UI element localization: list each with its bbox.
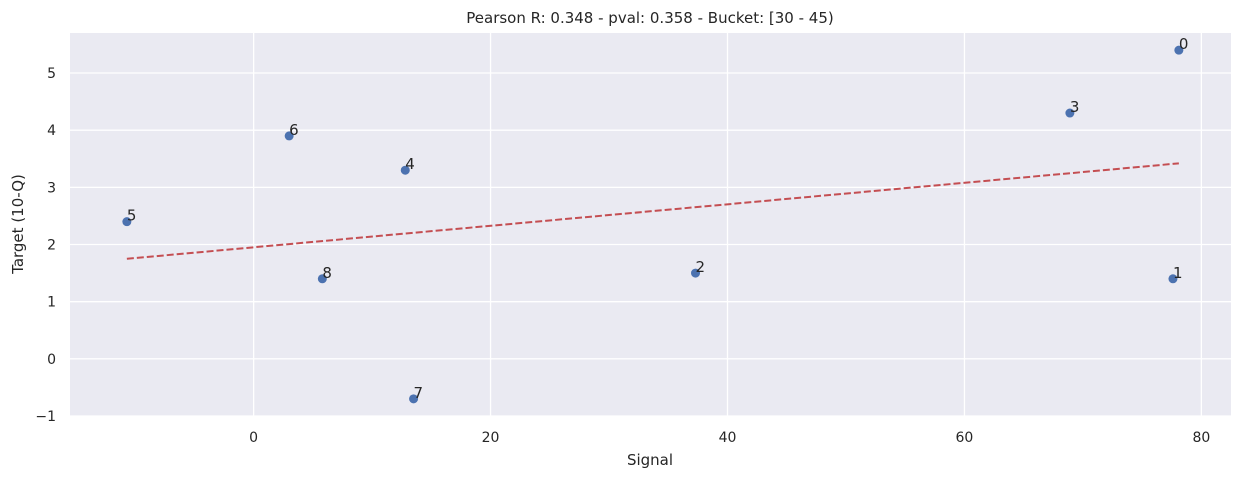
x-tick-label: 0: [249, 430, 258, 446]
point-label: 2: [696, 258, 706, 276]
point-label: 0: [1179, 35, 1189, 53]
data-point: [409, 394, 419, 404]
y-tick-label: 0: [47, 352, 56, 368]
data-point: [284, 131, 294, 141]
y-tick-label: 1: [47, 295, 56, 311]
y-tick-label: −1: [35, 409, 56, 425]
point-label: 3: [1070, 98, 1080, 116]
x-tick-label: 60: [956, 430, 974, 446]
data-point: [691, 268, 701, 278]
y-axis-ticks: −1 0 1 2 3 4 5: [35, 66, 56, 425]
y-tick-label: 5: [47, 66, 56, 82]
point-label: 6: [289, 121, 299, 139]
data-point: [122, 217, 132, 227]
point-label: 8: [322, 264, 332, 282]
point-label: 1: [1173, 264, 1183, 282]
point-label: 5: [127, 207, 137, 225]
data-point: [1174, 45, 1184, 55]
y-tick-label: 3: [47, 180, 56, 196]
data-point: [1168, 274, 1178, 284]
y-axis-label: Target (10-Q): [9, 174, 27, 275]
data-point: [1065, 108, 1075, 118]
data-point: [317, 274, 327, 284]
gridlines: [70, 33, 1231, 417]
y-tick-label: 4: [47, 123, 56, 139]
chart-title: Pearson R: 0.348 - pval: 0.358 - Bucket:…: [466, 9, 833, 27]
y-tick-label: 2: [47, 238, 56, 254]
point-label: 7: [414, 384, 424, 402]
data-points: 0 1 2 3 4 5 6 7 8: [122, 35, 1189, 404]
x-tick-label: 20: [482, 430, 500, 446]
plot-area: [70, 33, 1231, 416]
fit-line: [126, 162, 1179, 260]
point-label: 4: [405, 155, 415, 173]
x-tick-label: 40: [719, 430, 737, 446]
x-tick-label: 80: [1192, 430, 1210, 446]
data-point: [400, 165, 410, 175]
regression-line: [126, 162, 1179, 260]
x-axis-ticks: 0 20 40 60 80: [249, 430, 1210, 446]
x-axis-label: Signal: [627, 451, 673, 469]
